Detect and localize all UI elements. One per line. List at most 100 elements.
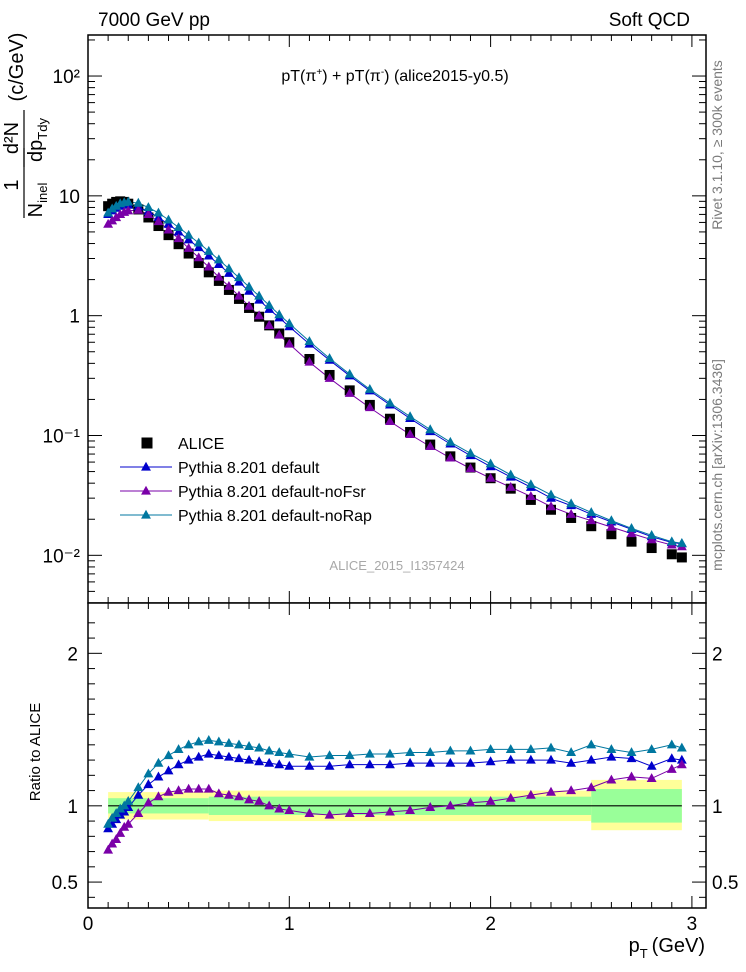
ratio-point-pythia-8-201-default-nofsr xyxy=(133,808,144,818)
ratio-point-pythia-8-201-default-norap xyxy=(107,812,118,822)
plot-title-sup1: + xyxy=(316,67,322,78)
point-pythia-8-201-default-norap xyxy=(445,436,456,446)
point-alice xyxy=(183,248,194,259)
point-pythia-8-201-default-nofsr xyxy=(606,521,617,531)
ratio-point-pythia-8-201-default-norap xyxy=(385,748,395,758)
legend-label: Pythia 8.201 default xyxy=(178,460,320,477)
point-pythia-8-201-default-nofsr xyxy=(304,356,315,366)
ratio-frame xyxy=(88,603,706,908)
ratio-point-pythia-8-201-default xyxy=(364,759,375,769)
ratio-panel: 0.5 0.5 1 1 2 2 0 1 2 3 xyxy=(52,602,738,935)
point-pythia-8-201-default-nofsr xyxy=(234,290,244,300)
ratio-point-pythia-8-201-default-nofsr xyxy=(445,800,456,810)
ratio-point-pythia-8-201-default-norap xyxy=(183,739,194,749)
main-frame xyxy=(88,35,706,603)
ratio-point-pythia-8-201-default xyxy=(163,765,174,775)
ratio-point-pythia-8-201-default-norap xyxy=(676,742,687,752)
point-pythia-8-201-default-norap xyxy=(324,353,335,362)
ratio-point-pythia-8-201-default-nofsr xyxy=(203,783,214,793)
ratio-point-pythia-8-201-default xyxy=(223,751,234,761)
ylabel-den: Ninel xyxy=(25,183,50,218)
ratio-point-pythia-8-201-default-norap xyxy=(103,818,114,828)
ratio-point-pythia-8-201-default-nofsr xyxy=(274,803,285,813)
ratio-point-pythia-8-201-default-norap xyxy=(234,739,244,749)
ratio-point-pythia-8-201-default-nofsr xyxy=(234,791,244,801)
point-pythia-8-201-default-norap xyxy=(666,536,677,546)
point-pythia-8-201-default-norap xyxy=(304,336,315,345)
ratio-point-pythia-8-201-default-norap xyxy=(119,800,130,810)
legend-marker xyxy=(141,461,151,471)
point-pythia-8-201-default xyxy=(183,234,194,244)
ratio-point-pythia-8-201-default-norap xyxy=(133,782,144,792)
y-tick-label-ratio: 0.5 xyxy=(52,873,78,894)
ratio-point-pythia-8-201-default xyxy=(183,754,194,764)
legend-label: Pythia 8.201 default-noRap xyxy=(178,508,372,525)
y-tick-label-ratio-right: 1 xyxy=(712,797,723,818)
point-pythia-8-201-default-norap xyxy=(244,281,254,291)
legend: ALICE Pythia 8.201 default Pythia 8.201 de… xyxy=(120,436,372,525)
point-pythia-8-201-default-nofsr xyxy=(465,463,476,473)
ratio-point-pythia-8-201-default xyxy=(244,754,254,764)
point-pythia-8-201-default-norap xyxy=(485,458,496,468)
ratio-point-pythia-8-201-default-nofsr xyxy=(586,782,597,792)
ratio-point-pythia-8-201-default xyxy=(173,759,184,769)
rivet-label: Rivet 3.1.10, ≥ 300k events xyxy=(709,60,725,230)
point-pythia-8-201-default-norap xyxy=(193,237,204,247)
ratio-point-pythia-8-201-default-norap xyxy=(304,751,315,761)
ratio-point-pythia-8-201-default-norap xyxy=(546,742,556,752)
point-pythia-8-201-default-norap xyxy=(586,507,597,517)
ratio-point-pythia-8-201-default-norap xyxy=(425,747,436,757)
ratio-point-pythia-8-201-default-norap xyxy=(525,744,536,753)
ratio-point-pythia-8-201-default-norap xyxy=(264,745,275,755)
legend-marker xyxy=(141,485,151,495)
ratio-point-pythia-8-201-default-norap xyxy=(445,745,456,755)
ratio-point-pythia-8-201-default-norap xyxy=(324,750,335,760)
point-pythia-8-201-default-norap xyxy=(364,383,375,393)
ratio-point-pythia-8-201-default xyxy=(606,751,617,761)
ratio-point-pythia-8-201-default-nofsr xyxy=(324,809,335,819)
ratio-point-pythia-8-201-default xyxy=(586,754,597,764)
ratio-point-pythia-8-201-default-nofsr xyxy=(465,797,476,807)
main-panel: 10⁻² 10⁻¹ 1 10 10² xyxy=(43,34,707,604)
point-pythia-8-201-default-nofsr xyxy=(153,216,164,226)
y-tick-label-main: 10² xyxy=(53,67,80,88)
point-pythia-8-201-default-nofsr xyxy=(163,224,174,234)
point-pythia-8-201-default xyxy=(213,259,224,268)
ratio-point-pythia-8-201-default-norap xyxy=(193,736,204,746)
ratio-point-pythia-8-201-default-nofsr xyxy=(344,808,355,818)
ratio-point-pythia-8-201-default-nofsr xyxy=(646,773,657,782)
point-pythia-8-201-default-norap xyxy=(465,448,476,457)
point-pythia-8-201-default xyxy=(193,242,204,252)
y-tick-label-main: 10 xyxy=(59,187,80,208)
ratio-ylabel: Ratio to ALICE xyxy=(27,703,44,801)
x-tick-label: 3 xyxy=(687,914,698,935)
x-tick-label: 1 xyxy=(284,914,295,935)
ratio-point-pythia-8-201-default xyxy=(213,750,224,760)
point-pythia-8-201-default-norap xyxy=(234,272,244,282)
point-alice xyxy=(606,529,617,540)
ratio-point-pythia-8-201-default xyxy=(485,756,496,766)
point-pythia-8-201-default-nofsr xyxy=(223,280,234,290)
plot-title: pT(π+) + pT(π-) (alice2015-y0.5) xyxy=(281,67,508,85)
ratio-point-pythia-8-201-default-norap xyxy=(505,744,516,753)
point-pythia-8-201-default-nofsr xyxy=(143,209,154,219)
point-pythia-8-201-default xyxy=(173,226,184,236)
ratio-point-pythia-8-201-default-norap xyxy=(586,739,597,749)
ratio-point-pythia-8-201-default-nofsr xyxy=(606,774,617,784)
point-pythia-8-201-default-nofsr xyxy=(193,252,204,262)
plot-title-part2: ) + pT(π xyxy=(322,68,381,85)
point-pythia-8-201-default-nofsr xyxy=(183,242,194,252)
ratio-point-pythia-8-201-default-nofsr xyxy=(666,763,677,773)
y-tick-label-main: 1 xyxy=(69,307,80,328)
x-tick-label: 0 xyxy=(83,914,94,935)
ratio-point-pythia-8-201-default-norap xyxy=(143,768,154,778)
point-pythia-8-201-default-nofsr xyxy=(284,338,295,348)
point-pythia-8-201-default-nofsr xyxy=(133,204,144,214)
point-pythia-8-201-default-norap xyxy=(546,489,556,499)
point-alice xyxy=(153,221,164,232)
ratio-point-pythia-8-201-default xyxy=(274,759,285,769)
ratio-point-pythia-8-201-default-nofsr xyxy=(304,808,315,818)
ratio-point-pythia-8-201-default-norap xyxy=(606,744,617,753)
ratio-point-pythia-8-201-default xyxy=(676,754,687,764)
header-left: 7000 GeV pp xyxy=(98,10,210,31)
